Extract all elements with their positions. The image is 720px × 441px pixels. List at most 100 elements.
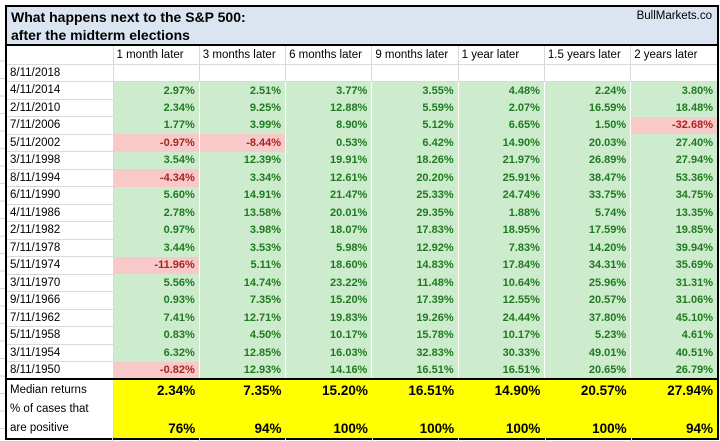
pct-positive-value-cell[interactable]: 100% xyxy=(285,400,372,438)
value-cell[interactable]: -32.68% xyxy=(630,116,717,134)
pct-positive-value-cell[interactable]: 100% xyxy=(544,400,631,438)
value-cell[interactable]: 26.79% xyxy=(630,361,717,379)
value-cell[interactable]: 19.85% xyxy=(630,221,717,239)
pct-positive-value-cell[interactable]: 100% xyxy=(458,400,545,438)
value-cell[interactable]: 49.01% xyxy=(544,344,632,362)
value-cell[interactable]: -4.34% xyxy=(113,169,200,187)
value-cell[interactable]: 25.96% xyxy=(544,274,632,292)
value-cell[interactable]: 1.77% xyxy=(113,116,200,134)
date-cell[interactable]: 3/11/1998 xyxy=(7,151,114,170)
median-label[interactable]: Median returns xyxy=(7,378,114,400)
value-cell[interactable]: -11.96% xyxy=(113,256,200,274)
value-cell[interactable]: 10.17% xyxy=(458,326,545,344)
value-cell[interactable]: 5.74% xyxy=(544,204,632,222)
value-cell[interactable]: 40.51% xyxy=(630,344,717,362)
median-value-cell[interactable]: 15.20% xyxy=(285,378,372,400)
median-value-cell[interactable]: 2.34% xyxy=(113,378,200,400)
median-value-cell[interactable]: 20.57% xyxy=(544,378,631,400)
value-cell[interactable]: 32.83% xyxy=(371,344,459,362)
column-header[interactable]: 9 months later xyxy=(371,46,459,65)
value-cell[interactable]: 12.85% xyxy=(199,344,287,362)
value-cell[interactable]: 14.91% xyxy=(199,186,287,204)
date-cell[interactable]: 5/11/1974 xyxy=(7,256,114,275)
column-header[interactable]: 1 month later xyxy=(113,46,200,65)
value-cell[interactable]: 4.61% xyxy=(630,326,717,344)
column-header[interactable]: 6 months later xyxy=(285,46,373,65)
date-cell[interactable]: 7/11/1978 xyxy=(7,239,114,257)
value-cell[interactable]: -0.82% xyxy=(113,361,200,379)
date-cell[interactable]: 5/11/1958 xyxy=(7,326,114,345)
value-cell[interactable]: 16.03% xyxy=(285,344,373,362)
value-cell[interactable]: 12.39% xyxy=(199,151,287,169)
value-cell[interactable]: 19.83% xyxy=(285,309,373,327)
date-cell[interactable]: 7/11/2006 xyxy=(7,116,114,135)
value-cell[interactable]: 12.71% xyxy=(199,309,287,327)
median-value-cell[interactable]: 14.90% xyxy=(458,378,545,400)
value-cell[interactable]: 18.07% xyxy=(285,221,373,239)
value-cell[interactable]: 18.60% xyxy=(285,256,373,274)
value-cell[interactable]: 19.91% xyxy=(285,151,373,169)
corner-cell[interactable] xyxy=(7,46,114,65)
value-cell[interactable]: 15.20% xyxy=(285,291,373,309)
value-cell[interactable]: 45.10% xyxy=(630,309,717,327)
date-cell[interactable]: 9/11/1966 xyxy=(7,291,114,310)
median-value-cell[interactable]: 27.94% xyxy=(630,378,717,400)
value-cell[interactable] xyxy=(458,64,545,82)
median-value-cell[interactable]: 7.35% xyxy=(199,378,286,400)
value-cell[interactable]: 3.80% xyxy=(630,81,717,99)
value-cell[interactable]: 3.34% xyxy=(199,169,287,187)
value-cell[interactable] xyxy=(371,64,459,82)
value-cell[interactable] xyxy=(113,64,200,82)
value-cell[interactable]: 20.03% xyxy=(544,134,632,152)
value-cell[interactable] xyxy=(199,64,287,82)
value-cell[interactable]: 6.42% xyxy=(371,134,459,152)
value-cell[interactable]: 5.23% xyxy=(544,326,632,344)
value-cell[interactable]: 10.17% xyxy=(285,326,373,344)
value-cell[interactable]: 39.94% xyxy=(630,239,717,257)
value-cell[interactable]: 2.07% xyxy=(458,99,545,117)
date-cell[interactable]: 6/11/1990 xyxy=(7,186,114,205)
value-cell[interactable]: 13.35% xyxy=(630,204,717,222)
value-cell[interactable]: 29.35% xyxy=(371,204,459,222)
value-cell[interactable]: 13.58% xyxy=(199,204,287,222)
value-cell[interactable]: 30.33% xyxy=(458,344,545,362)
value-cell[interactable]: 14.16% xyxy=(285,361,373,379)
value-cell[interactable]: 3.99% xyxy=(199,116,287,134)
value-cell[interactable]: 9.25% xyxy=(199,99,287,117)
value-cell[interactable] xyxy=(544,64,632,82)
pct-positive-value-cell[interactable]: 94% xyxy=(199,400,286,438)
pct-positive-value-cell[interactable]: 100% xyxy=(371,400,459,438)
date-cell[interactable]: 4/11/2014 xyxy=(7,81,114,100)
value-cell[interactable]: 18.95% xyxy=(458,221,545,239)
value-cell[interactable]: 26.89% xyxy=(544,151,632,169)
value-cell[interactable]: 3.44% xyxy=(113,239,200,257)
value-cell[interactable]: 2.34% xyxy=(113,99,200,117)
value-cell[interactable]: 37.80% xyxy=(544,309,632,327)
value-cell[interactable]: 0.83% xyxy=(113,326,200,344)
value-cell[interactable]: 34.31% xyxy=(544,256,632,274)
date-cell[interactable]: 5/11/2002 xyxy=(7,134,114,152)
value-cell[interactable]: 53.36% xyxy=(630,169,717,187)
value-cell[interactable] xyxy=(630,64,717,82)
value-cell[interactable]: 5.11% xyxy=(199,256,287,274)
value-cell[interactable]: 6.65% xyxy=(458,116,545,134)
value-cell[interactable]: -0.97% xyxy=(113,134,200,152)
date-cell[interactable]: 8/11/1950 xyxy=(7,361,114,380)
value-cell[interactable]: 3.54% xyxy=(113,151,200,169)
value-cell[interactable]: 34.75% xyxy=(630,186,717,204)
value-cell[interactable]: 2.78% xyxy=(113,204,200,222)
value-cell[interactable]: 1.88% xyxy=(458,204,545,222)
value-cell[interactable]: 4.50% xyxy=(199,326,287,344)
date-cell[interactable]: 4/11/1986 xyxy=(7,204,114,222)
date-cell[interactable]: 8/11/2018 xyxy=(7,64,114,82)
value-cell[interactable] xyxy=(285,64,373,82)
value-cell[interactable]: 17.59% xyxy=(544,221,632,239)
pct-positive-value-cell[interactable]: 94% xyxy=(630,400,717,438)
value-cell[interactable]: 23.22% xyxy=(285,274,373,292)
value-cell[interactable]: 5.56% xyxy=(113,274,200,292)
value-cell[interactable]: 33.75% xyxy=(544,186,632,204)
value-cell[interactable]: 11.48% xyxy=(371,274,459,292)
value-cell[interactable]: 18.26% xyxy=(371,151,459,169)
value-cell[interactable]: 20.20% xyxy=(371,169,459,187)
value-cell[interactable]: 7.35% xyxy=(199,291,287,309)
